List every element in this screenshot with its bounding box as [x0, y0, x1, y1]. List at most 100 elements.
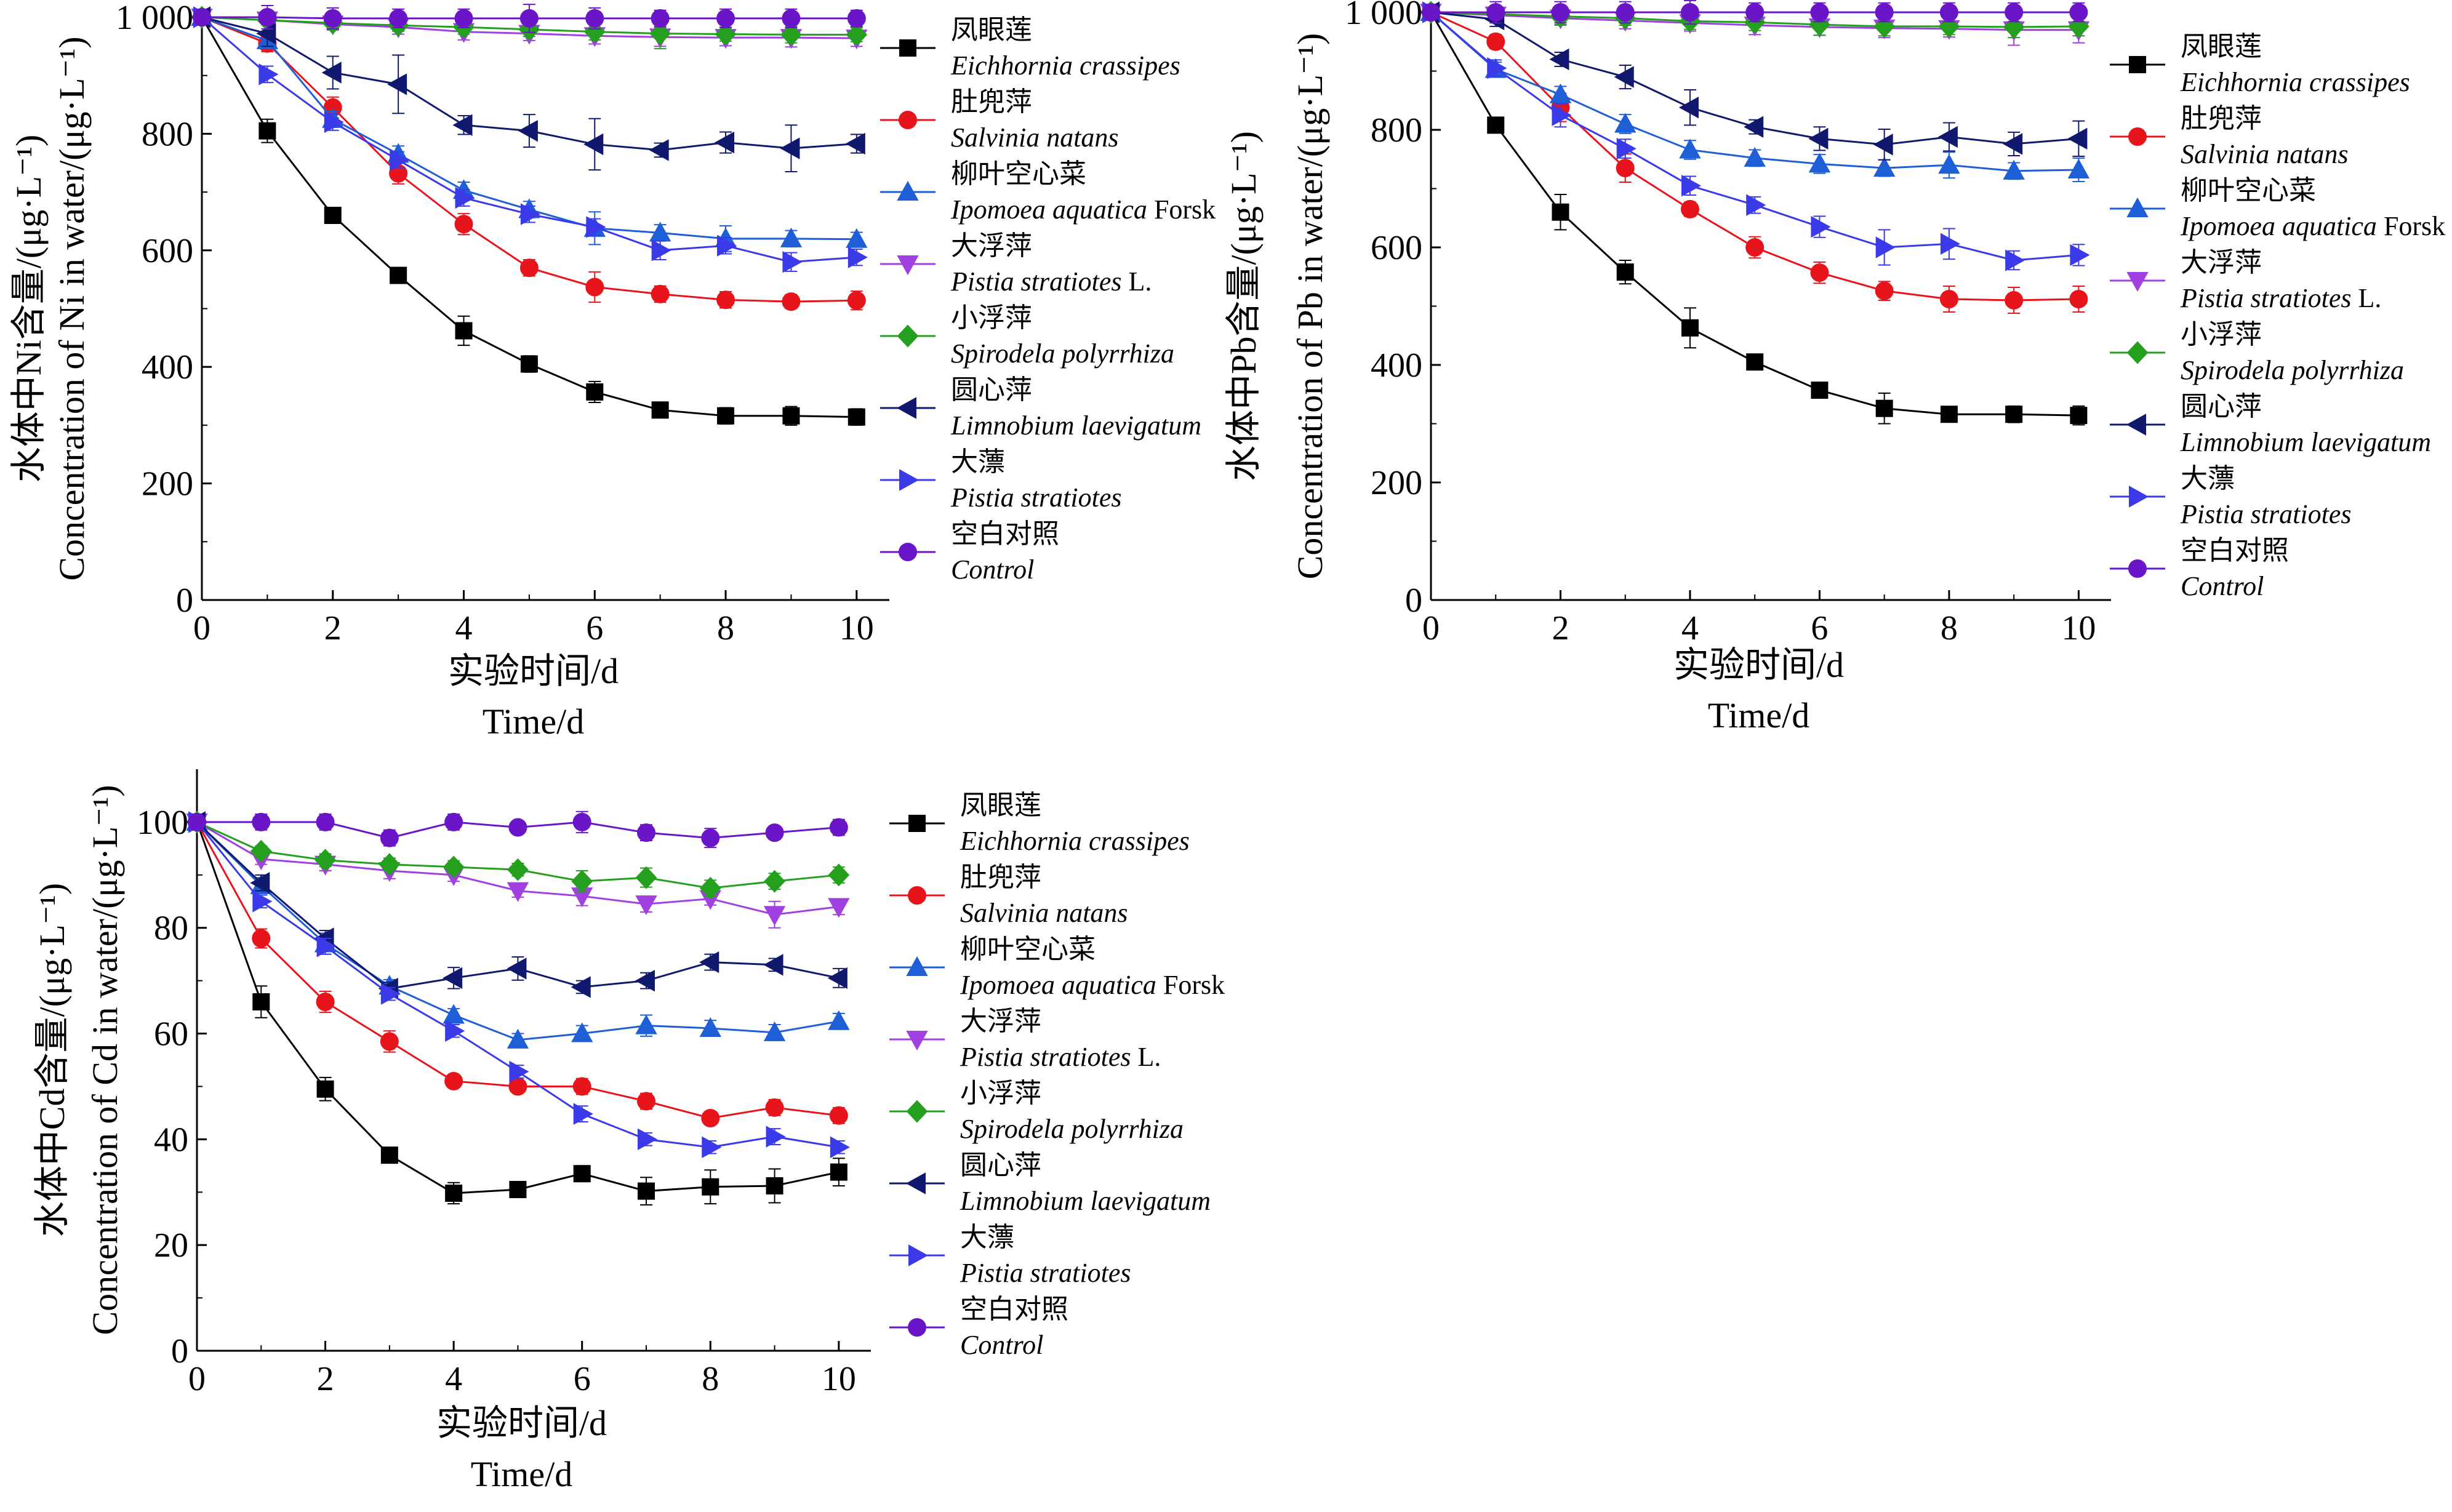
- legend-marker: [2129, 56, 2146, 73]
- y-tick-label: 80: [154, 910, 188, 948]
- data-point: [830, 1136, 850, 1158]
- series-5: [1419, 1, 2088, 161]
- x-tick-label: 4: [1681, 609, 1699, 647]
- data-point: [1487, 116, 1505, 134]
- data-point: [583, 133, 604, 156]
- data-point: [390, 266, 407, 284]
- legend-marker: [897, 324, 919, 348]
- data-point: [443, 1004, 465, 1024]
- data-point: [2068, 15, 2089, 38]
- data-point: [1873, 15, 1896, 38]
- data-point: [847, 408, 865, 426]
- series-1: [188, 812, 848, 1127]
- legend-marker: [899, 39, 916, 57]
- legend-entry: 柳叶空心菜 Ipomoea aquatica Forsk: [2110, 175, 2445, 241]
- data-point: [699, 876, 721, 900]
- data-point: [1422, 3, 1440, 22]
- data-point: [573, 1165, 591, 1183]
- data-point: [380, 1032, 399, 1051]
- data-point: [702, 1136, 722, 1158]
- data-point: [651, 284, 670, 303]
- data-point: [324, 206, 342, 224]
- legend-label-en: Ipomoea aquatica Forsk: [2180, 211, 2445, 241]
- legend-entry: 圆心萍 Limnobium laevigatum: [2110, 391, 2431, 457]
- legend-label-cn: 柳叶空心菜: [951, 159, 1086, 189]
- y-axis-label-cn: 水体中Cd含量/(μg·L⁻¹): [32, 883, 72, 1237]
- series-5: [190, 6, 865, 172]
- legend-marker: [908, 1318, 926, 1337]
- data-point: [1549, 83, 1572, 103]
- legend-label-cn: 肚兜萍: [951, 87, 1032, 117]
- data-point: [507, 882, 529, 902]
- y-tick-label: 1 000: [1345, 0, 1422, 32]
- data-point: [763, 954, 783, 976]
- legend-label-en: Ipomoea aquatica Forsk: [960, 970, 1225, 1000]
- data-point: [321, 62, 342, 84]
- data-point: [637, 1092, 655, 1111]
- x-tick-label: 2: [324, 609, 342, 647]
- y-axis-label-en: Concentration of Ni in water/(μg·L⁻¹): [52, 36, 92, 580]
- data-point: [519, 9, 539, 28]
- legend-entry: 大薸 Pistia stratiotes: [889, 1222, 1131, 1288]
- legend-label-cn: 柳叶空心菜: [2181, 175, 2316, 206]
- y-tick-label: 600: [1371, 229, 1422, 267]
- series-6: [1422, 1, 2090, 271]
- data-point: [638, 1182, 655, 1200]
- data-point: [583, 20, 606, 44]
- y-tick-label: 1 000: [116, 0, 193, 37]
- data-point: [1875, 399, 1893, 417]
- data-point: [2005, 3, 2024, 22]
- data-point: [444, 1071, 463, 1090]
- series-0: [1422, 4, 2088, 426]
- x-tick-label: 10: [2061, 609, 2096, 647]
- legend-label-cn: 凤眼莲: [2181, 31, 2262, 62]
- data-point: [716, 9, 735, 28]
- data-point: [701, 828, 720, 847]
- data-point: [1744, 116, 1764, 138]
- data-point: [509, 1060, 529, 1083]
- legend-label-en: Control: [951, 554, 1034, 585]
- data-point: [780, 227, 803, 247]
- data-point: [766, 1177, 783, 1194]
- data-point: [782, 251, 803, 273]
- x-tick-label: 6: [1811, 609, 1828, 647]
- legend-entry: 大浮萍 Pistia stratiotes L.: [2110, 247, 2381, 313]
- data-point: [380, 983, 401, 1005]
- data-point: [1810, 263, 1829, 282]
- data-point: [828, 1010, 850, 1030]
- data-point: [2067, 158, 2090, 178]
- data-point: [1811, 382, 1829, 399]
- y-axis-label-en: Concentration of Cd in water/(μg·L⁻¹): [85, 785, 125, 1335]
- data-point: [315, 849, 336, 872]
- x-tick-label: 6: [574, 1360, 591, 1398]
- legend-label-cn: 大浮萍: [960, 1006, 1041, 1036]
- data-point: [1875, 3, 1894, 22]
- data-point: [2069, 290, 2088, 309]
- legend-entry: 大浮萍 Pistia stratiotes L.: [880, 231, 1152, 297]
- legend-entry: 大薸 Pistia stratiotes: [2110, 463, 2351, 529]
- legend-label-en: Pistia stratiotes: [960, 1258, 1131, 1288]
- data-point: [519, 258, 539, 278]
- data-point: [766, 1126, 786, 1148]
- legend-marker: [906, 956, 928, 976]
- legend-entry: 小浮萍 Spirodela polyrrhiza: [889, 1078, 1184, 1144]
- data-point: [1875, 281, 1894, 300]
- data-point: [828, 898, 850, 918]
- series-0: [193, 9, 865, 426]
- data-point: [763, 1021, 786, 1041]
- data-point: [1808, 127, 1829, 150]
- data-point: [380, 1146, 398, 1164]
- data-point: [2005, 290, 2024, 310]
- series-6: [193, 6, 868, 273]
- data-point: [380, 828, 399, 847]
- data-point: [443, 855, 465, 879]
- series-7: [1422, 0, 2088, 25]
- data-point: [2003, 133, 2023, 155]
- data-point: [635, 1014, 657, 1034]
- data-point: [830, 1163, 847, 1181]
- data-point: [507, 1028, 529, 1049]
- legend-label-cn: 柳叶空心菜: [960, 934, 1096, 964]
- x-tick-label: 2: [317, 1360, 334, 1398]
- data-point: [585, 9, 604, 28]
- data-point: [387, 73, 407, 95]
